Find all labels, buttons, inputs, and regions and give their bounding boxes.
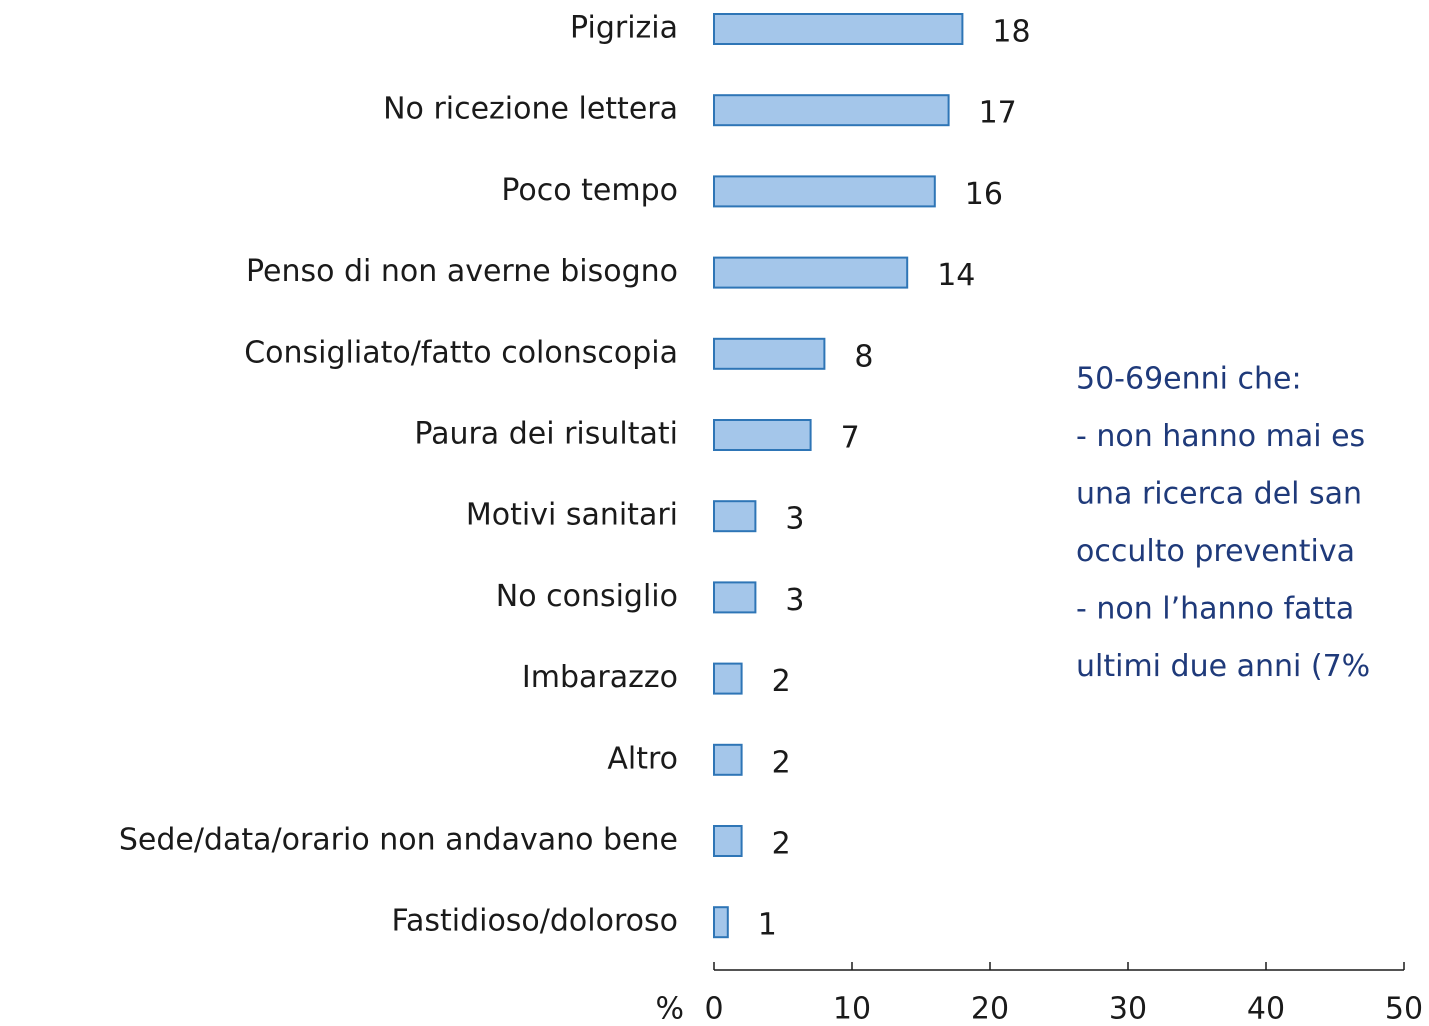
bar: [713, 419, 812, 451]
x-tick-label: 0: [704, 992, 723, 1026]
category-label: Altro: [607, 741, 678, 776]
bar: [713, 94, 950, 127]
category-label: No ricezione lettera: [383, 92, 678, 127]
value-label: 2: [772, 664, 791, 699]
annotation-line: occulto preventiva: [1076, 534, 1355, 569]
value-label: 7: [841, 421, 860, 456]
category-label: Fastidioso/doloroso: [391, 904, 678, 939]
bar: [713, 662, 743, 695]
x-axis-label: %: [655, 992, 684, 1026]
category-label: Penso di non averne bisogno: [246, 254, 678, 289]
category-label: Motivi sanitari: [466, 498, 678, 533]
value-label: 18: [992, 15, 1030, 50]
bar: [713, 175, 936, 208]
annotation-line: una ricerca del san: [1076, 477, 1362, 512]
value-label: 14: [937, 258, 975, 293]
value-label: 2: [772, 827, 791, 862]
value-label: 8: [854, 339, 873, 374]
bar: [713, 13, 964, 45]
x-tick-label: 40: [1247, 992, 1285, 1026]
bar: [713, 256, 909, 289]
category-label: Poco tempo: [501, 173, 678, 208]
x-tick-label: 10: [833, 992, 871, 1026]
category-label: Sede/data/orario non andavano bene: [119, 823, 678, 858]
x-tick-label: 50: [1385, 992, 1423, 1026]
bar: [713, 581, 757, 614]
annotation-line: - non hanno mai es: [1076, 419, 1365, 454]
bar: [713, 337, 826, 370]
value-label: 16: [965, 177, 1003, 212]
annotation-line: - non l’hanno fatta: [1076, 592, 1354, 627]
annotation-line: 50-69enni che:: [1076, 362, 1302, 397]
bar: [713, 500, 757, 533]
value-label: 3: [785, 502, 804, 537]
bar: [713, 906, 729, 939]
x-tick-label: 30: [1109, 992, 1147, 1026]
category-label: Imbarazzo: [522, 660, 678, 695]
x-tick-label: 20: [971, 992, 1009, 1026]
value-label: 1: [758, 908, 777, 943]
value-label: 3: [785, 583, 804, 618]
value-label: 2: [772, 745, 791, 780]
category-label: Paura dei risultati: [414, 417, 678, 452]
annotation-line: ultimi due anni (7%: [1076, 649, 1370, 684]
bar: [713, 743, 743, 776]
category-label: Consigliato/fatto colonscopia: [244, 335, 678, 370]
value-label: 17: [979, 96, 1017, 131]
category-label: No consiglio: [496, 579, 678, 614]
bar: [713, 825, 743, 857]
category-label: Pigrizia: [570, 11, 678, 46]
